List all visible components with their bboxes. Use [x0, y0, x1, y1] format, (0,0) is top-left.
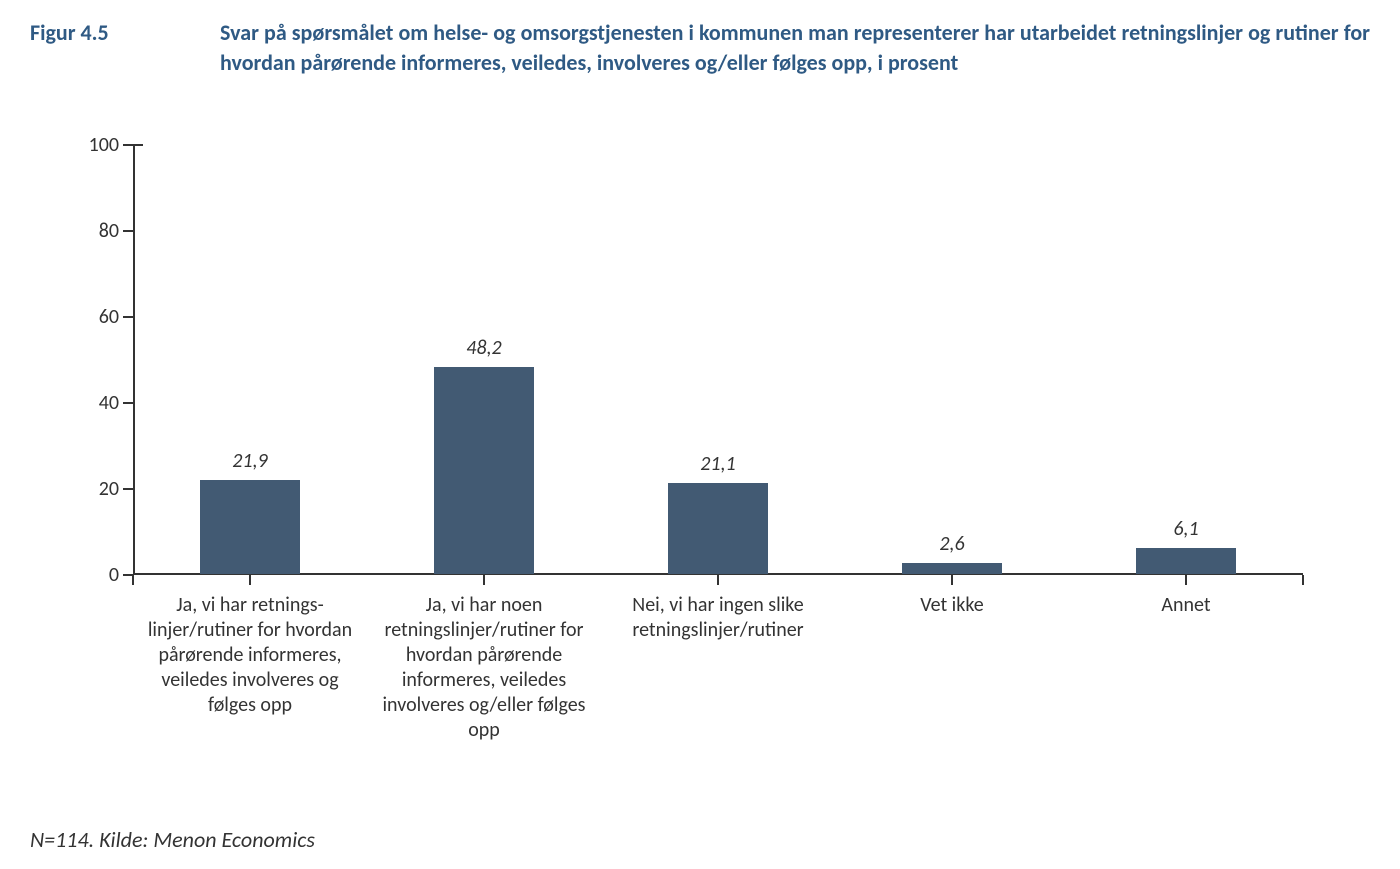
- x-tick: [951, 575, 953, 585]
- category-label: Ja, vi har retnings-linjer/rutiner for h…: [138, 593, 362, 718]
- bar-value-label: 6,1: [1126, 517, 1246, 541]
- chart: 02040608010021,948,221,12,66,1 Ja, vi ha…: [65, 145, 1325, 785]
- x-tick: [1185, 575, 1187, 585]
- bar-value-label: 21,1: [658, 452, 778, 476]
- bar-value-label: 21,9: [190, 449, 310, 473]
- y-tick-label: 40: [73, 391, 119, 415]
- category-labels: Ja, vi har retnings-linjer/rutiner for h…: [133, 593, 1303, 773]
- figure-caption: Svar på spørsmålet om helse- og omsorgst…: [220, 18, 1370, 77]
- x-tick: [132, 575, 134, 585]
- bar: [200, 480, 300, 574]
- y-tick: [123, 402, 133, 404]
- bar-value-label: 48,2: [424, 336, 544, 360]
- y-tick-label: 0: [73, 563, 119, 587]
- bar-value-label: 2,6: [892, 532, 1012, 556]
- y-tick-label: 100: [73, 133, 119, 157]
- x-tick: [1302, 575, 1304, 585]
- category-label: Nei, vi har ingen slike retningslinjer/r…: [606, 593, 830, 643]
- figure-title-row: Figur 4.5 Svar på spørsmålet om helse- o…: [30, 18, 1370, 77]
- bar: [1136, 548, 1236, 574]
- figure-number: Figur 4.5: [30, 18, 220, 48]
- y-tick-label: 80: [73, 219, 119, 243]
- x-tick: [249, 575, 251, 585]
- bar: [434, 367, 534, 574]
- x-tick: [483, 575, 485, 585]
- bar: [668, 483, 768, 574]
- source-note: N=114. Kilde: Menon Economics: [30, 826, 315, 853]
- y-axis: [133, 145, 135, 575]
- category-label: Annet: [1074, 593, 1298, 618]
- y-tick: [123, 230, 133, 232]
- plot-area: 02040608010021,948,221,12,66,1: [133, 145, 1303, 575]
- y-tick-label: 20: [73, 477, 119, 501]
- x-tick: [717, 575, 719, 585]
- category-label: Vet ikke: [840, 593, 1064, 618]
- bar: [902, 563, 1002, 574]
- y-tick-label: 60: [73, 305, 119, 329]
- figure-container: Figur 4.5 Svar på spørsmålet om helse- o…: [0, 0, 1400, 869]
- category-label: Ja, vi har noen retningslinjer/rutiner f…: [372, 593, 596, 743]
- y-tick: [123, 144, 133, 146]
- y-tick: [123, 488, 133, 490]
- y-tick: [123, 316, 133, 318]
- y-axis-cap: [133, 144, 143, 146]
